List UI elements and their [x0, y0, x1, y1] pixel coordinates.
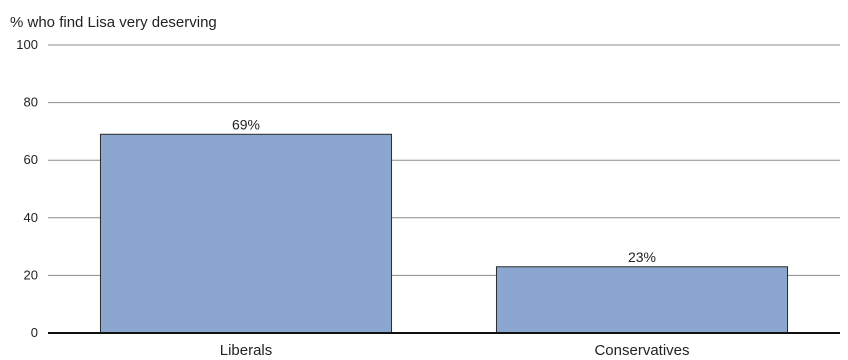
y-tick-label-0: 0 [31, 325, 38, 340]
bar-liberals [99, 133, 393, 334]
x-category-labels: Liberals Conservatives [220, 342, 690, 359]
x-category-label-liberals: Liberals [220, 342, 273, 359]
bars [99, 133, 789, 334]
y-tick-label-20: 20 [24, 267, 38, 282]
data-label-liberals: 69% [232, 116, 260, 132]
data-label-conservatives: 23% [628, 249, 656, 265]
bar-conservatives [495, 266, 789, 334]
y-tick-label-80: 80 [24, 95, 38, 110]
y-axis-title: % who find Lisa very deserving [10, 14, 217, 31]
data-labels: 69% 23% [232, 116, 656, 264]
y-tick-label-40: 40 [24, 210, 38, 225]
y-tick-label-60: 60 [24, 152, 38, 167]
x-category-label-conservatives: Conservatives [594, 342, 689, 359]
y-tick-label-100: 100 [16, 37, 38, 52]
y-tick-labels: 0 20 40 60 80 100 [16, 37, 38, 340]
